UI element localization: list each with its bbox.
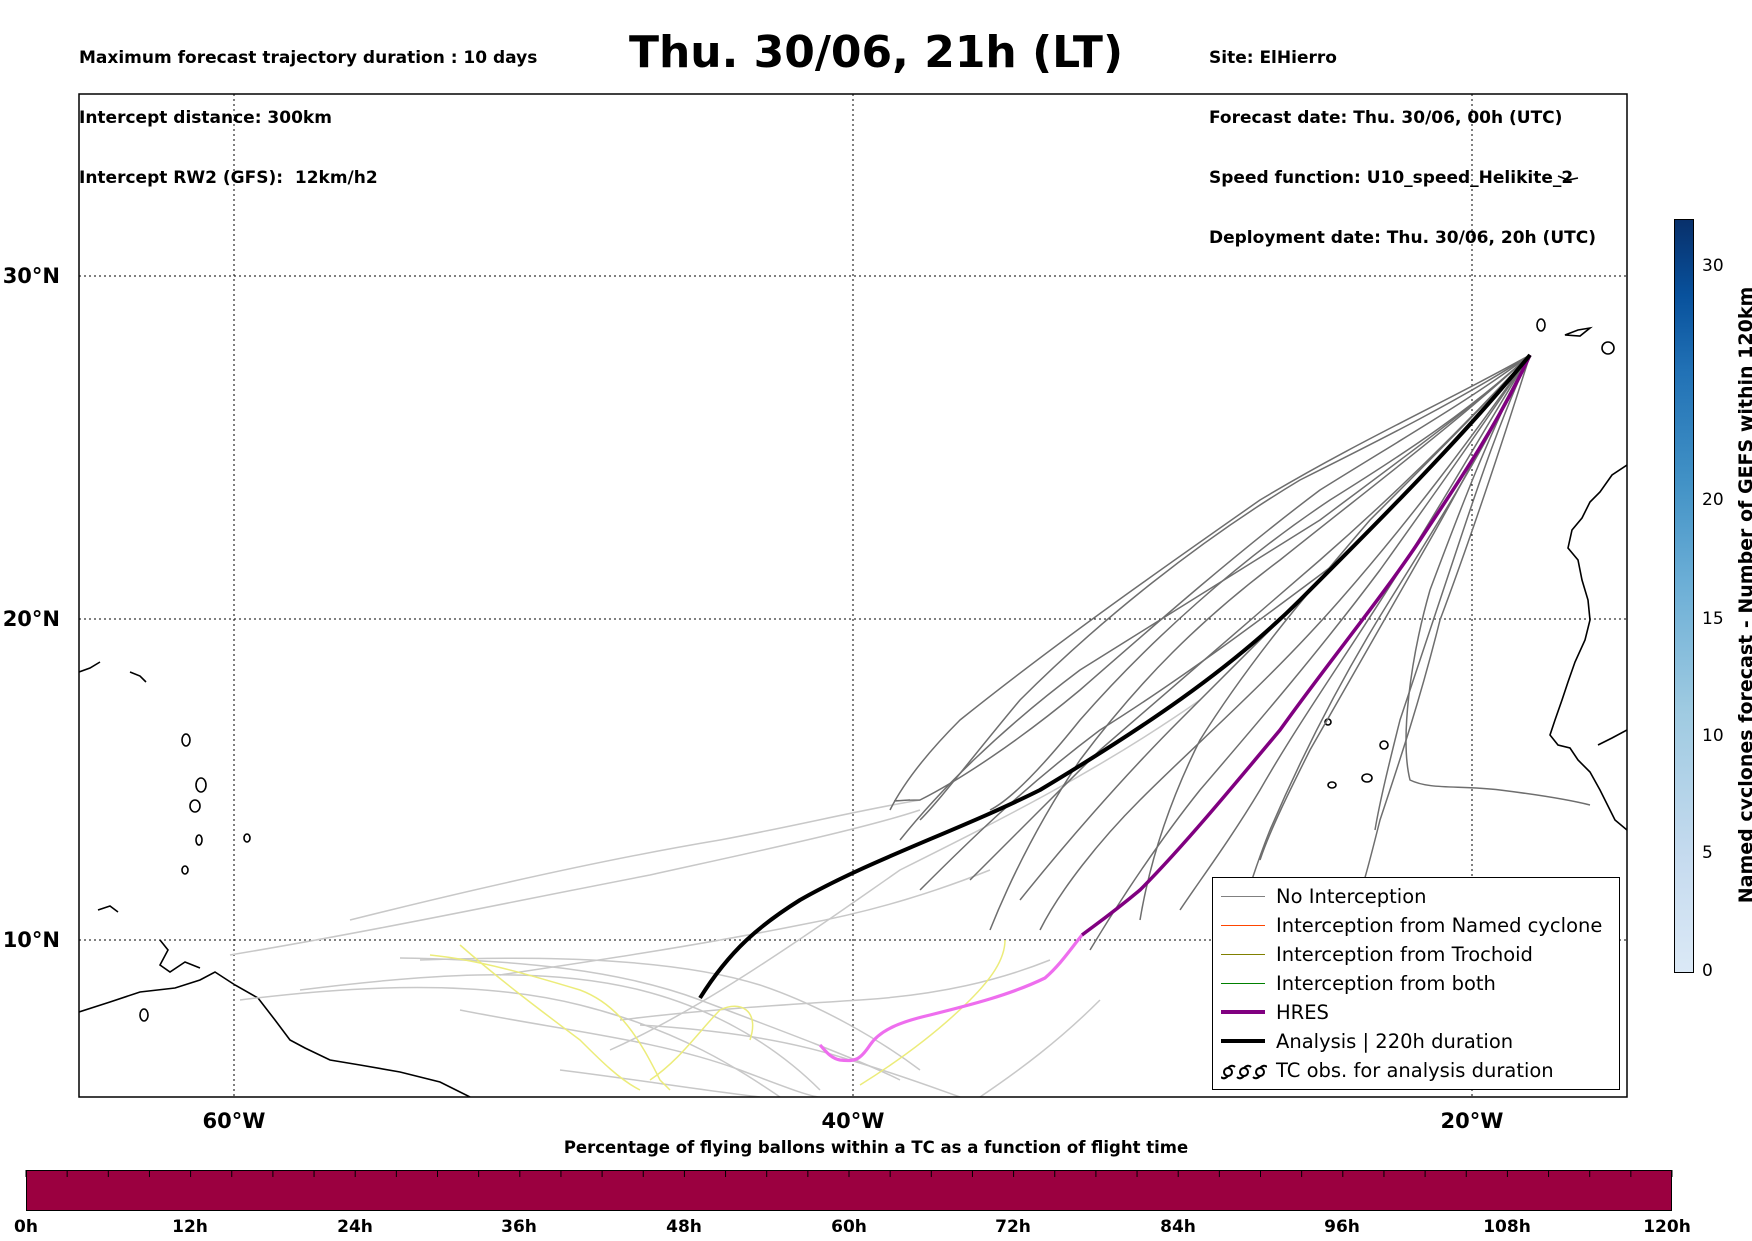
legend-label: Interception from both — [1276, 972, 1496, 995]
header-intercept-rw2: Intercept RW2 (GFS): 12km/h2 — [79, 168, 378, 188]
map-legend: No Interception Interception from Named … — [1212, 877, 1620, 1090]
island-canary-1 — [1536, 318, 1546, 332]
island-canary-3 — [1601, 341, 1615, 355]
side-tick-5: 5 — [1702, 843, 1713, 863]
island-cape-verde-2 — [1327, 781, 1337, 789]
island-cuba-area — [79, 661, 101, 673]
bottom-colorbar — [26, 1170, 1672, 1211]
bottom-tick-108h: 108h — [1483, 1217, 1531, 1237]
island-aruba — [97, 905, 119, 913]
trajectories-light — [229, 699, 1201, 1097]
lat-label-20n: 20°N — [2, 607, 60, 631]
hres-trajectory — [1080, 354, 1532, 937]
header-forecast-date: Forecast date: Thu. 30/06, 00h (UTC) — [1209, 108, 1563, 128]
legend-item-trochoid: Interception from Trochoid — [1213, 941, 1619, 970]
lon-label-40w: 40°W — [821, 1109, 885, 1133]
legend-swatch-analysis — [1221, 1039, 1265, 1043]
legend-label: Interception from Named cyclone — [1276, 914, 1603, 937]
island-lesser-antilles-3 — [189, 799, 201, 813]
island-cape-verde-3 — [1379, 740, 1389, 750]
bottom-tick-24h: 24h — [337, 1217, 373, 1237]
legend-item-hres: HRES — [1213, 999, 1619, 1028]
bottom-tick-36h: 36h — [501, 1217, 537, 1237]
legend-label: Analysis | 220h duration — [1276, 1030, 1514, 1053]
bottom-tick-12h: 12h — [172, 1217, 208, 1237]
lat-label-30n: 30°N — [2, 264, 60, 288]
island-lesser-antilles-5 — [181, 865, 189, 875]
island-cape-verde-1 — [1361, 773, 1373, 783]
bottom-tick-120h: 120h — [1643, 1217, 1691, 1237]
bottom-tick-72h: 72h — [995, 1217, 1031, 1237]
island-trinidad — [139, 1008, 149, 1022]
header-duration: Maximum forecast trajectory duration : 1… — [79, 48, 538, 68]
island-cape-verde-4 — [1324, 718, 1332, 726]
legend-item-tc-obs: TC obs. for analysis duration — [1213, 1057, 1619, 1086]
legend-label: Interception from Trochoid — [1276, 943, 1533, 966]
header-site: Site: ElHierro — [1209, 48, 1337, 68]
bottom-tick-48h: 48h — [666, 1217, 702, 1237]
side-colorbar — [1674, 219, 1694, 973]
legend-item-analysis: Analysis | 220h duration — [1213, 1028, 1619, 1057]
island-barbados — [243, 833, 251, 843]
side-tick-0: 0 — [1702, 961, 1713, 981]
island-lesser-antilles-2 — [195, 777, 207, 793]
legend-swatch-trochoid — [1221, 954, 1265, 955]
legend-swatch-no-interception — [1221, 896, 1265, 897]
legend-swatch-hres — [1221, 1010, 1265, 1014]
island-lesser-antilles-4 — [195, 834, 203, 846]
side-tick-20: 20 — [1702, 490, 1724, 510]
coastlines — [79, 175, 1627, 1097]
side-tick-30: 30 — [1702, 256, 1724, 276]
hres-trajectory-late — [818, 934, 1084, 1063]
legend-item-no-interception: No Interception — [1213, 883, 1619, 912]
header-deployment-date: Deployment date: Thu. 30/06, 20h (UTC) — [1209, 228, 1596, 248]
island-puerto-rico — [129, 671, 147, 683]
coast-venezuela-gulf — [158, 939, 201, 973]
coast-south-america — [79, 971, 471, 1097]
coast-west-africa — [1549, 464, 1627, 831]
island-madeira — [1557, 175, 1579, 181]
page-title: Thu. 30/06, 21h (LT) — [628, 27, 1124, 78]
bottom-tick-84h: 84h — [1160, 1217, 1196, 1237]
tc-symbol-icon — [1221, 1064, 1267, 1080]
side-tick-15: 15 — [1702, 609, 1724, 629]
header-intercept-distance: Intercept distance: 300km — [79, 108, 332, 128]
side-tick-10: 10 — [1702, 726, 1724, 746]
header-speed-function: Speed function: U10_speed_Helikite_2 — [1209, 168, 1574, 188]
analysis-trajectory — [698, 353, 1532, 1000]
island-canary-2 — [1564, 326, 1593, 337]
bottom-tick-96h: 96h — [1324, 1217, 1360, 1237]
legend-swatch-named-cyclone — [1221, 925, 1265, 926]
lat-label-10n: 10°N — [2, 928, 60, 952]
island-lesser-antilles-1 — [181, 733, 191, 747]
legend-item-both: Interception from both — [1213, 970, 1619, 999]
bottom-tick-60h: 60h — [831, 1217, 867, 1237]
legend-swatch-both — [1221, 983, 1265, 984]
legend-item-named-cyclone: Interception from Named cyclone — [1213, 912, 1619, 941]
bottom-tick-0h: 0h — [14, 1217, 38, 1237]
trajectories-yellow — [429, 939, 1006, 1091]
side-colorbar-title: Named cyclones forecast - Number of GEFS… — [1735, 286, 1752, 904]
lon-label-20w: 20°W — [1440, 1109, 1504, 1133]
coast-west-africa-2 — [1597, 729, 1627, 746]
legend-label: TC obs. for analysis duration — [1276, 1059, 1554, 1082]
lon-label-60w: 60°W — [202, 1109, 266, 1133]
legend-label: HRES — [1276, 1001, 1329, 1024]
bottom-colorbar-title: Percentage of flying ballons within a TC… — [563, 1138, 1189, 1157]
map-frame — [78, 93, 1628, 1098]
legend-label: No Interception — [1276, 885, 1427, 908]
